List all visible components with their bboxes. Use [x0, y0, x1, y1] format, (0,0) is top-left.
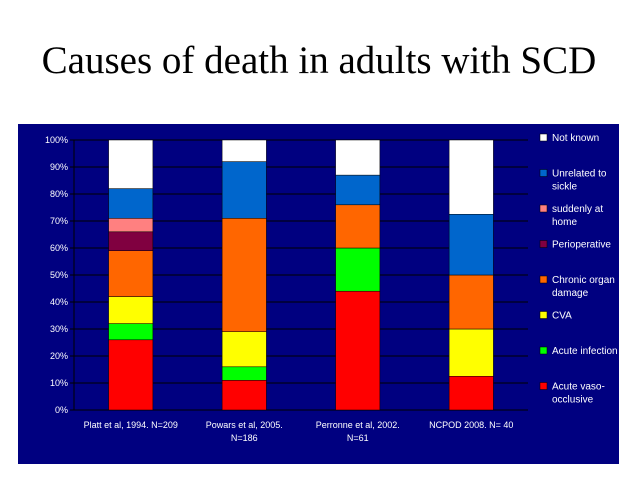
chart-panel: 0% 10% 20% 30% 40% 50% 60% 70% 80% 90% 100% Platt e…: [18, 124, 619, 464]
legend-swatch: [539, 133, 548, 142]
y-tick-label: 80%: [50, 189, 68, 199]
legend-swatch: [539, 382, 548, 390]
bar-segment: [221, 366, 267, 381]
bar-segment: [221, 380, 267, 411]
bar-segment: [221, 139, 267, 162]
bar-segment: [335, 290, 381, 411]
bar-segment: [448, 328, 494, 377]
legend-label: sickle: [552, 182, 577, 193]
y-tick-label: 70%: [50, 216, 68, 226]
legend-label: CVA: [552, 311, 572, 322]
x-tick-label: Powars et al, 2005.: [206, 420, 283, 430]
y-tick-label: 30%: [50, 324, 68, 334]
bar-segment: [221, 161, 267, 219]
y-tick-label: 90%: [50, 162, 68, 172]
legend-label: damage: [552, 288, 589, 299]
y-tick-label: 100%: [45, 135, 68, 145]
legend-label: Acute vaso-: [552, 382, 605, 393]
slide-title: Causes of death in adults with SCD: [41, 39, 597, 82]
x-tick-label: N=61: [347, 433, 369, 443]
bar-segment: [108, 339, 154, 411]
x-tick-label: Platt et al, 1994. N=209: [84, 420, 178, 430]
bar-segment: [221, 218, 267, 332]
legend-label: Unrelated to: [552, 169, 607, 180]
legend-swatch: [539, 240, 548, 248]
bar-segment: [108, 139, 154, 189]
bar-segment: [335, 174, 381, 206]
bar-segment: [108, 188, 154, 219]
y-tick-label: 60%: [50, 243, 68, 253]
legend-swatch: [539, 204, 548, 213]
x-tick-label: NCPOD 2008. N= 40: [429, 420, 513, 430]
legend-label: Chronic organ: [552, 275, 615, 286]
y-tick-label: 20%: [50, 351, 68, 361]
legend-label: Acute infection: [552, 346, 618, 357]
bar-segment: [108, 296, 154, 324]
bar-segment: [448, 139, 494, 215]
bar-segment: [448, 376, 494, 411]
bar-segment: [448, 214, 494, 276]
stacked-bar-chart: 0% 10% 20% 30% 40% 50% 60% 70% 80% 90% 100% Platt e…: [45, 133, 618, 443]
legend-label: home: [552, 217, 577, 228]
bar-segment: [108, 323, 154, 341]
legend-swatch: [539, 169, 548, 177]
legend-label: Perioperative: [552, 240, 611, 251]
bar-segment: [108, 218, 154, 233]
y-tick-label: 0%: [55, 405, 68, 415]
bar-segment: [335, 139, 381, 176]
bar-segment: [335, 204, 381, 249]
y-tick-label: 50%: [50, 270, 68, 280]
bar-segment: [108, 250, 154, 297]
legend-swatch: [539, 275, 548, 284]
bar-segment: [448, 274, 494, 330]
y-tick-label: 40%: [50, 297, 68, 307]
x-tick-label: Perronne et al, 2002.: [316, 420, 400, 430]
legend-label: suddenly at: [552, 204, 603, 215]
bar-segment: [221, 331, 267, 368]
bar-segment: [335, 247, 381, 292]
legend-swatch: [539, 346, 548, 355]
y-tick-label: 10%: [50, 378, 68, 388]
bar-segment: [108, 231, 154, 251]
x-tick-label: N=186: [231, 433, 258, 443]
legend-swatch: [539, 311, 548, 319]
legend-label: Not known: [552, 133, 599, 144]
legend-label: occlusive: [552, 395, 594, 406]
